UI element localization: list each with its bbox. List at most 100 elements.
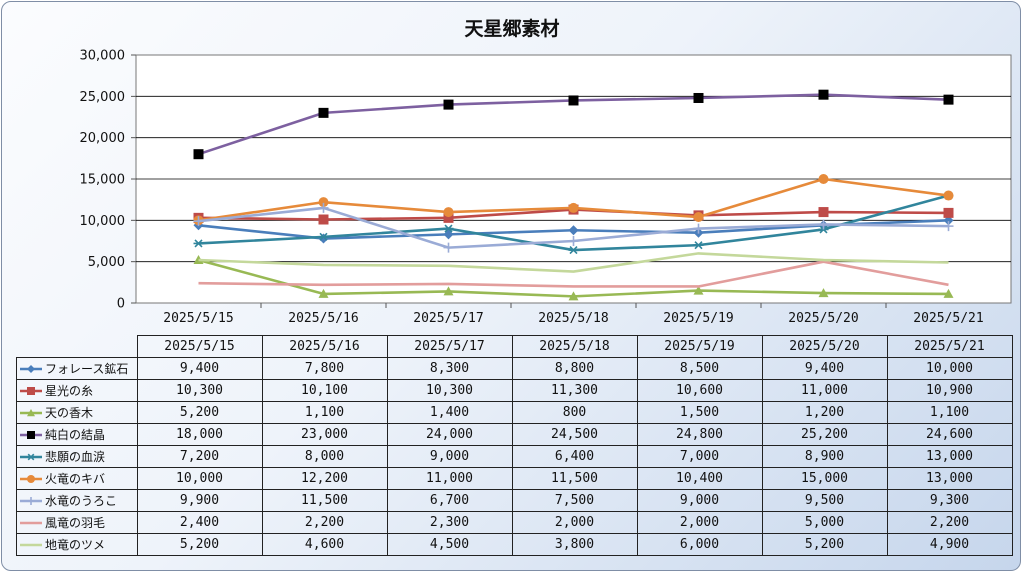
table-value-cell: 10,400: [636, 467, 763, 490]
data-point-2-2: [443, 286, 454, 296]
table-value-cell: 7,000: [636, 445, 763, 468]
table-value-cell: 4,600: [261, 533, 388, 556]
data-point-5-5: [818, 174, 829, 184]
table-value-cell: 10,000: [136, 467, 263, 490]
table-value-cell: 7,200: [136, 445, 263, 468]
table-value-cell: 9,400: [761, 357, 888, 380]
data-point-3-5: [818, 89, 829, 100]
table-value-cell: 13,000: [886, 445, 1013, 468]
data-point-3-0: [193, 149, 204, 160]
table-value-cell: 9,300: [886, 489, 1013, 512]
data-point-3-1: [318, 107, 329, 118]
legend-marker: [27, 365, 35, 373]
table-value-cell: 24,500: [511, 423, 638, 446]
data-point-3-2: [443, 99, 454, 110]
table-value-cell: 24,600: [886, 423, 1013, 446]
table-value-cell: 10,100: [261, 379, 388, 402]
table-header-row: 2025/5/15 2025/5/16 2025/5/17 2025/5/18 2025…: [16, 335, 1013, 358]
data-point-4-3: [568, 246, 579, 255]
plot-area: 0 5,000 10,000 15,000 20,000 25,000 30,000 2025…: [80, 49, 1012, 326]
data-point-4-1: [318, 232, 329, 241]
series-name: 星光の糸: [45, 384, 94, 398]
series-name-cell: フォレース鉱石: [16, 357, 138, 380]
table-row: 風竜の羽毛 2,400 2,200 2,300 2,000 2,000 5,000 2,200: [16, 511, 1013, 534]
series-name-cell: 地竜のツメ: [16, 533, 138, 556]
table-value-cell: 9,500: [761, 489, 888, 512]
table-value-cell: 2,000: [636, 511, 763, 534]
data-point-6-2: [443, 242, 454, 253]
table-value-cell: 18,000: [136, 423, 263, 446]
data-point-0-3: [568, 225, 579, 236]
table-row: 火竜のキバ 10,000 12,200 11,000 11,500 10,400 15,00…: [16, 467, 1013, 490]
table-value-cell: 4,500: [386, 533, 513, 556]
table-value-cell: 9,900: [136, 489, 263, 512]
table-row: 地竜のツメ 5,200 4,600 4,500 3,800 6,000 5,200 4,900: [16, 533, 1013, 556]
legend-marker: [27, 431, 35, 439]
series-name: 地竜のツメ: [45, 538, 106, 552]
x-tick-label: 2025/5/17: [413, 311, 483, 326]
table-row: 悲願の血涙 7,200 8,000 9,000 6,400 7,000 8,900 13,00…: [16, 445, 1013, 468]
table-value-cell: 9,400: [136, 357, 263, 380]
data-point-1-5: [818, 207, 829, 218]
legend-marker: [27, 387, 35, 395]
series-line-8: [198, 252, 949, 273]
y-tick-label: 15,000: [80, 173, 126, 188]
table-value-cell: 11,500: [261, 489, 388, 512]
legend-marker: [27, 497, 35, 505]
table-value-cell: 2,400: [136, 511, 263, 534]
table-value-cell: 5,000: [761, 511, 888, 534]
table-value-cell: 5,200: [136, 533, 263, 556]
data-point-3-4: [693, 92, 704, 103]
data-point-2-1: [318, 288, 329, 298]
data-point-4-2: [443, 224, 454, 233]
legend-key-0: [20, 365, 42, 373]
series-name-cell: 天の香木: [16, 401, 138, 424]
data-point-1-6: [943, 207, 954, 218]
legend-key-6: [20, 497, 42, 505]
table-value-cell: 1,500: [636, 401, 763, 424]
table-value-cell: 2,200: [261, 511, 388, 534]
table-value-cell: 2,300: [386, 511, 513, 534]
table-value-cell: 2,200: [886, 511, 1013, 534]
table-value-cell: 1,100: [886, 401, 1013, 424]
table-value-cell: 25,200: [761, 423, 888, 446]
table-value-cell: 1,100: [261, 401, 388, 424]
table-value-cell: 15,000: [761, 467, 888, 490]
data-point-5-3: [568, 202, 579, 213]
data-point-2-4: [693, 285, 704, 295]
data-table: 2025/5/15 2025/5/16 2025/5/17 2025/5/18 2025…: [16, 335, 1013, 556]
table-value-cell: 24,800: [636, 423, 763, 446]
table-value-cell: 8,000: [261, 445, 388, 468]
data-point-5-1: [318, 197, 329, 208]
series-name-cell: 悲願の血涙: [16, 445, 138, 468]
data-point-2-3: [568, 291, 579, 301]
table-value-cell: 6,700: [386, 489, 513, 512]
table-value-cell: 10,300: [136, 379, 263, 402]
table-value-cell: 23,000: [261, 423, 388, 446]
data-point-6-0: [193, 216, 204, 227]
table-value-cell: 24,000: [386, 423, 513, 446]
data-point-5-4: [693, 212, 704, 223]
table-value-cell: 11,500: [511, 467, 638, 490]
data-point-6-1: [318, 202, 329, 213]
x-tick-label: 2025/5/20: [788, 311, 858, 326]
data-point-1-1: [318, 214, 329, 225]
table-header-cell: 2025/5/17: [386, 335, 513, 358]
legend-key-8: [20, 543, 42, 547]
series-name: フォレース鉱石: [45, 362, 129, 376]
table-value-cell: 5,200: [136, 401, 263, 424]
table-value-cell: 7,500: [511, 489, 638, 512]
series-name-cell: 星光の糸: [16, 379, 138, 402]
series-name-cell: 火竜のキバ: [16, 467, 138, 490]
table-value-cell: 10,000: [886, 357, 1013, 380]
table-value-cell: 8,300: [386, 357, 513, 380]
data-point-3-3: [568, 95, 579, 106]
table-header-cell: 2025/5/19: [636, 335, 763, 358]
table-header-cell: 2025/5/21: [886, 335, 1013, 358]
y-tick-label: 10,000: [80, 214, 126, 229]
series-name-cell: 水竜のうろこ: [16, 489, 138, 512]
table-value-cell: 13,000: [886, 467, 1013, 490]
y-tick-label: 20,000: [80, 131, 126, 146]
legend-key-3: [20, 431, 42, 439]
table-value-cell: 10,900: [886, 379, 1013, 402]
